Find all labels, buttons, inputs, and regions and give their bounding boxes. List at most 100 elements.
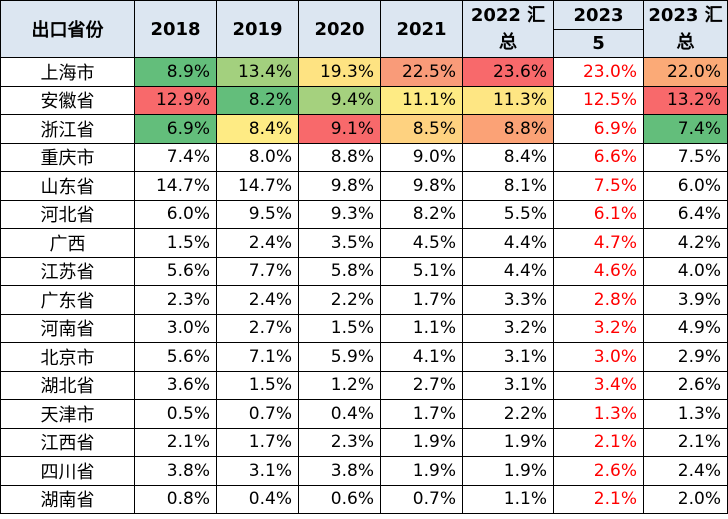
header-province: 出口省份 (0, 0, 135, 58)
value-cell: 2.2% (298, 285, 381, 315)
value-cell: 5.6% (134, 342, 217, 372)
value-cell: 1.5% (134, 228, 217, 258)
table-row: 河南省 3.0% 2.7% 1.5% 1.1% 3.2% 3.2% 4.9% (0, 313, 728, 343)
value-cell: 0.4% (298, 399, 381, 429)
value-cell: 8.2% (380, 199, 463, 229)
value-cell: 8.5% (380, 114, 463, 144)
table-row: 北京市 5.6% 7.1% 5.9% 4.1% 3.1% 3.0% 2.9% (0, 342, 728, 372)
header-2023-total: 2023 汇总 (643, 0, 728, 58)
value-cell: 9.5% (216, 199, 299, 229)
value-cell: 1.7% (380, 399, 463, 429)
value-cell: 7.4% (643, 114, 728, 144)
value-cell: 2.1% (643, 427, 728, 457)
value-cell: 1.7% (216, 427, 299, 457)
value-cell: 4.4% (462, 256, 554, 286)
value-cell: 9.4% (298, 85, 381, 115)
province-cell: 广东省 (0, 285, 135, 315)
value-cell: 3.5% (298, 228, 381, 258)
value-cell: 8.2% (216, 85, 299, 115)
province-cell: 上海市 (0, 57, 135, 87)
value-cell: 2.4% (216, 285, 299, 315)
table-row: 安徽省 12.9% 8.2% 9.4% 11.1% 11.3% 12.5% 13.2% (0, 85, 728, 115)
table-row: 河北省 6.0% 9.5% 9.3% 8.2% 5.5% 6.1% 6.4% (0, 199, 728, 229)
value-cell: 8.4% (216, 114, 299, 144)
province-cell: 重庆市 (0, 142, 135, 172)
value-cell: 3.3% (462, 285, 554, 315)
value-cell: 8.4% (462, 142, 554, 172)
value-cell: 4.4% (462, 228, 554, 258)
header-2023-month-top: 2023 (553, 0, 644, 30)
value-cell: 11.1% (380, 85, 463, 115)
value-cell: 2.1% (134, 427, 217, 457)
value-cell: 9.8% (298, 171, 381, 201)
value-cell: 6.0% (134, 199, 217, 229)
value-cell: 5.9% (298, 342, 381, 372)
value-cell: 8.0% (216, 142, 299, 172)
table-body: 上海市 8.9% 13.4% 19.3% 22.5% 23.6% 23.0% 22.0% 安徽省… (0, 57, 728, 514)
value-cell: 7.5% (553, 171, 644, 201)
value-cell: 2.3% (134, 285, 217, 315)
value-cell: 2.9% (643, 342, 728, 372)
table-row: 湖北省 3.6% 1.5% 1.2% 2.7% 3.1% 3.4% 2.6% (0, 370, 728, 400)
table-row: 山东省 14.7% 14.7% 9.8% 9.8% 8.1% 7.5% 6.0% (0, 171, 728, 201)
value-cell: 22.5% (380, 57, 463, 87)
value-cell: 12.9% (134, 85, 217, 115)
value-cell: 9.1% (298, 114, 381, 144)
value-cell: 0.7% (216, 399, 299, 429)
value-cell: 2.1% (553, 484, 644, 514)
value-cell: 2.7% (216, 313, 299, 343)
value-cell: 4.2% (643, 228, 728, 258)
value-cell: 9.8% (380, 171, 463, 201)
header-2023-month-bottom: 5 (553, 29, 644, 58)
value-cell: 3.9% (643, 285, 728, 315)
value-cell: 9.3% (298, 199, 381, 229)
province-cell: 山东省 (0, 171, 135, 201)
value-cell: 3.0% (134, 313, 217, 343)
value-cell: 7.5% (643, 142, 728, 172)
value-cell: 6.4% (643, 199, 728, 229)
value-cell: 12.5% (553, 85, 644, 115)
province-cell: 浙江省 (0, 114, 135, 144)
value-cell: 0.5% (134, 399, 217, 429)
province-cell: 湖南省 (0, 484, 135, 514)
value-cell: 2.2% (462, 399, 554, 429)
value-cell: 3.4% (553, 370, 644, 400)
table-row: 天津市 0.5% 0.7% 0.4% 1.7% 2.2% 1.3% 1.3% (0, 399, 728, 429)
value-cell: 0.8% (134, 484, 217, 514)
value-cell: 3.1% (462, 342, 554, 372)
value-cell: 8.8% (298, 142, 381, 172)
value-cell: 5.6% (134, 256, 217, 286)
table-row: 广西 1.5% 2.4% 3.5% 4.5% 4.4% 4.7% 4.2% (0, 228, 728, 258)
table-row: 重庆市 7.4% 8.0% 8.8% 9.0% 8.4% 6.6% 7.5% (0, 142, 728, 172)
value-cell: 1.5% (216, 370, 299, 400)
province-cell: 北京市 (0, 342, 135, 372)
table-row: 浙江省 6.9% 8.4% 9.1% 8.5% 8.8% 6.9% 7.4% (0, 114, 728, 144)
value-cell: 1.9% (380, 456, 463, 486)
province-cell: 江苏省 (0, 256, 135, 286)
value-cell: 3.8% (298, 456, 381, 486)
value-cell: 4.9% (643, 313, 728, 343)
value-cell: 2.7% (380, 370, 463, 400)
value-cell: 22.0% (643, 57, 728, 87)
value-cell: 6.9% (134, 114, 217, 144)
value-cell: 1.9% (462, 427, 554, 457)
province-cell: 湖北省 (0, 370, 135, 400)
value-cell: 4.6% (553, 256, 644, 286)
province-cell: 广西 (0, 228, 135, 258)
value-cell: 2.3% (298, 427, 381, 457)
value-cell: 1.7% (380, 285, 463, 315)
value-cell: 4.5% (380, 228, 463, 258)
header-2018: 2018 (134, 0, 217, 58)
value-cell: 1.9% (462, 456, 554, 486)
value-cell: 5.1% (380, 256, 463, 286)
value-cell: 9.0% (380, 142, 463, 172)
value-cell: 1.2% (298, 370, 381, 400)
value-cell: 1.5% (298, 313, 381, 343)
header-2019: 2019 (216, 0, 299, 58)
header-2022-total: 2022 汇总 (462, 0, 554, 58)
value-cell: 7.1% (216, 342, 299, 372)
province-cell: 河北省 (0, 199, 135, 229)
value-cell: 3.8% (134, 456, 217, 486)
province-cell: 四川省 (0, 456, 135, 486)
